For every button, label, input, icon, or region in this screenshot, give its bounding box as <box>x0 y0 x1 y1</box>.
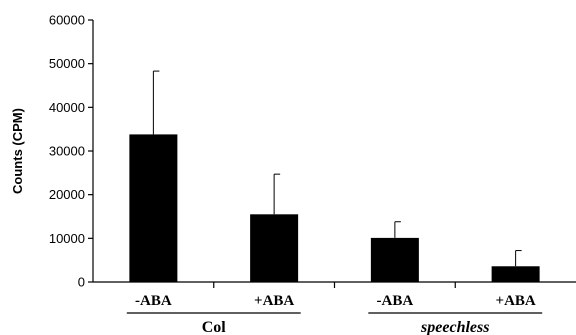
group-label: Col <box>202 319 227 335</box>
y-tick-label: 10000 <box>49 231 85 246</box>
bar <box>370 237 419 282</box>
y-tick-labels: 0 10000 20000 30000 40000 50000 60000 <box>49 13 85 290</box>
x-category-label: +ABA <box>496 293 536 309</box>
x-category-label: -ABA <box>377 293 414 309</box>
y-tick-label: 30000 <box>49 144 85 159</box>
y-tick-label: 40000 <box>49 100 85 115</box>
group-labels: Col speechless <box>126 312 543 335</box>
y-tick-label: 60000 <box>49 13 85 28</box>
y-tick-label: 0 <box>78 275 85 290</box>
y-axis <box>88 19 94 283</box>
bar <box>129 134 178 282</box>
bar <box>491 266 540 282</box>
x-category-labels: -ABA +ABA -ABA +ABA <box>135 293 536 309</box>
y-tick-label: 50000 <box>49 56 85 71</box>
error-bars <box>152 70 522 267</box>
y-axis-label: Counts (CPM) <box>10 108 25 194</box>
x-axis <box>93 281 576 288</box>
group-label: speechless <box>420 319 489 335</box>
x-category-label: +ABA <box>254 293 294 309</box>
bars <box>129 134 540 282</box>
x-category-label: -ABA <box>135 293 172 309</box>
bar <box>250 214 299 282</box>
y-tick-label: 20000 <box>49 187 85 202</box>
